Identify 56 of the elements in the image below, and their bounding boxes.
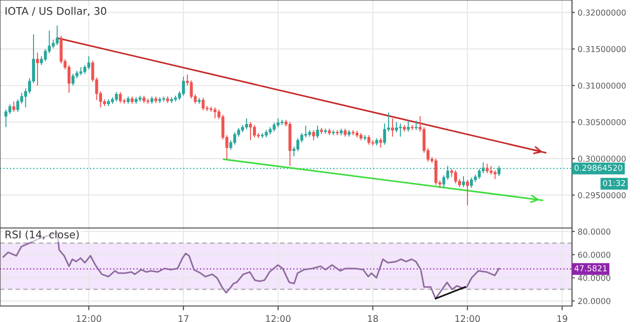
candlestick [56, 25, 59, 46]
candlestick [4, 109, 8, 128]
candlestick [8, 104, 12, 114]
candlestick [60, 35, 63, 64]
candlestick [68, 64, 70, 94]
text: 01:32 [603, 180, 625, 186]
y-tick-label: 0.31000000 [578, 82, 626, 89]
candlestick [44, 48, 47, 62]
candlestick [316, 125, 320, 139]
x-tick-label: 18 [368, 315, 378, 322]
candlestick [454, 170, 458, 184]
x-tick-label: 19 [557, 315, 568, 322]
candlestick [383, 123, 386, 146]
x-tick-label: 17 [178, 315, 188, 322]
candlestick [118, 92, 122, 104]
candlestick [312, 130, 316, 141]
candlestick [182, 76, 185, 96]
candlestick [214, 106, 216, 119]
y-tick-label: 40.0000 [578, 274, 610, 281]
candlestick [72, 73, 74, 86]
y-tick-label: 20.0000 [578, 298, 610, 304]
y-tick-label: 0.29500000 [578, 192, 626, 198]
candlestick [434, 158, 438, 186]
y-tick-label: 80.0000 [578, 228, 610, 235]
y-tick-label: 0.32000000 [578, 10, 626, 16]
y-tick-label: 60.0000 [578, 252, 610, 258]
ref-line-label: 0.29864520 [574, 164, 622, 171]
candlestick [466, 179, 469, 206]
candlestick [114, 92, 118, 102]
candlestick [87, 56, 90, 70]
candlestick [391, 118, 394, 138]
candlestick [394, 122, 398, 133]
candlestick [245, 118, 248, 130]
candlestick [486, 163, 489, 174]
candlestick [190, 80, 193, 100]
candlestick [470, 177, 473, 188]
candlestick [36, 52, 39, 86]
candlestick [252, 124, 256, 138]
candlestick [462, 176, 465, 188]
candlestick [379, 138, 382, 148]
ref-line-label: 47.5821 [574, 265, 607, 272]
chart-title: RSI (14, close) [6, 230, 79, 240]
x-tick-label: 12:00 [266, 315, 291, 322]
candlestick [249, 122, 252, 141]
candlestick [202, 97, 205, 111]
x-tick-label: 12:00 [455, 315, 480, 322]
candlestick [367, 134, 370, 146]
y-tick-label: 0.31500000 [578, 46, 626, 52]
candlestick [296, 138, 300, 152]
y-tick-label: 0.30500000 [578, 119, 626, 126]
candlestick [442, 174, 446, 188]
text: IOTA / US Dollar, 30 [6, 6, 106, 16]
x-tick-label: 12:00 [76, 315, 102, 322]
candlestick [12, 101, 16, 112]
candlestick [406, 120, 410, 132]
y-tick-label: 0.30000000 [578, 156, 626, 162]
